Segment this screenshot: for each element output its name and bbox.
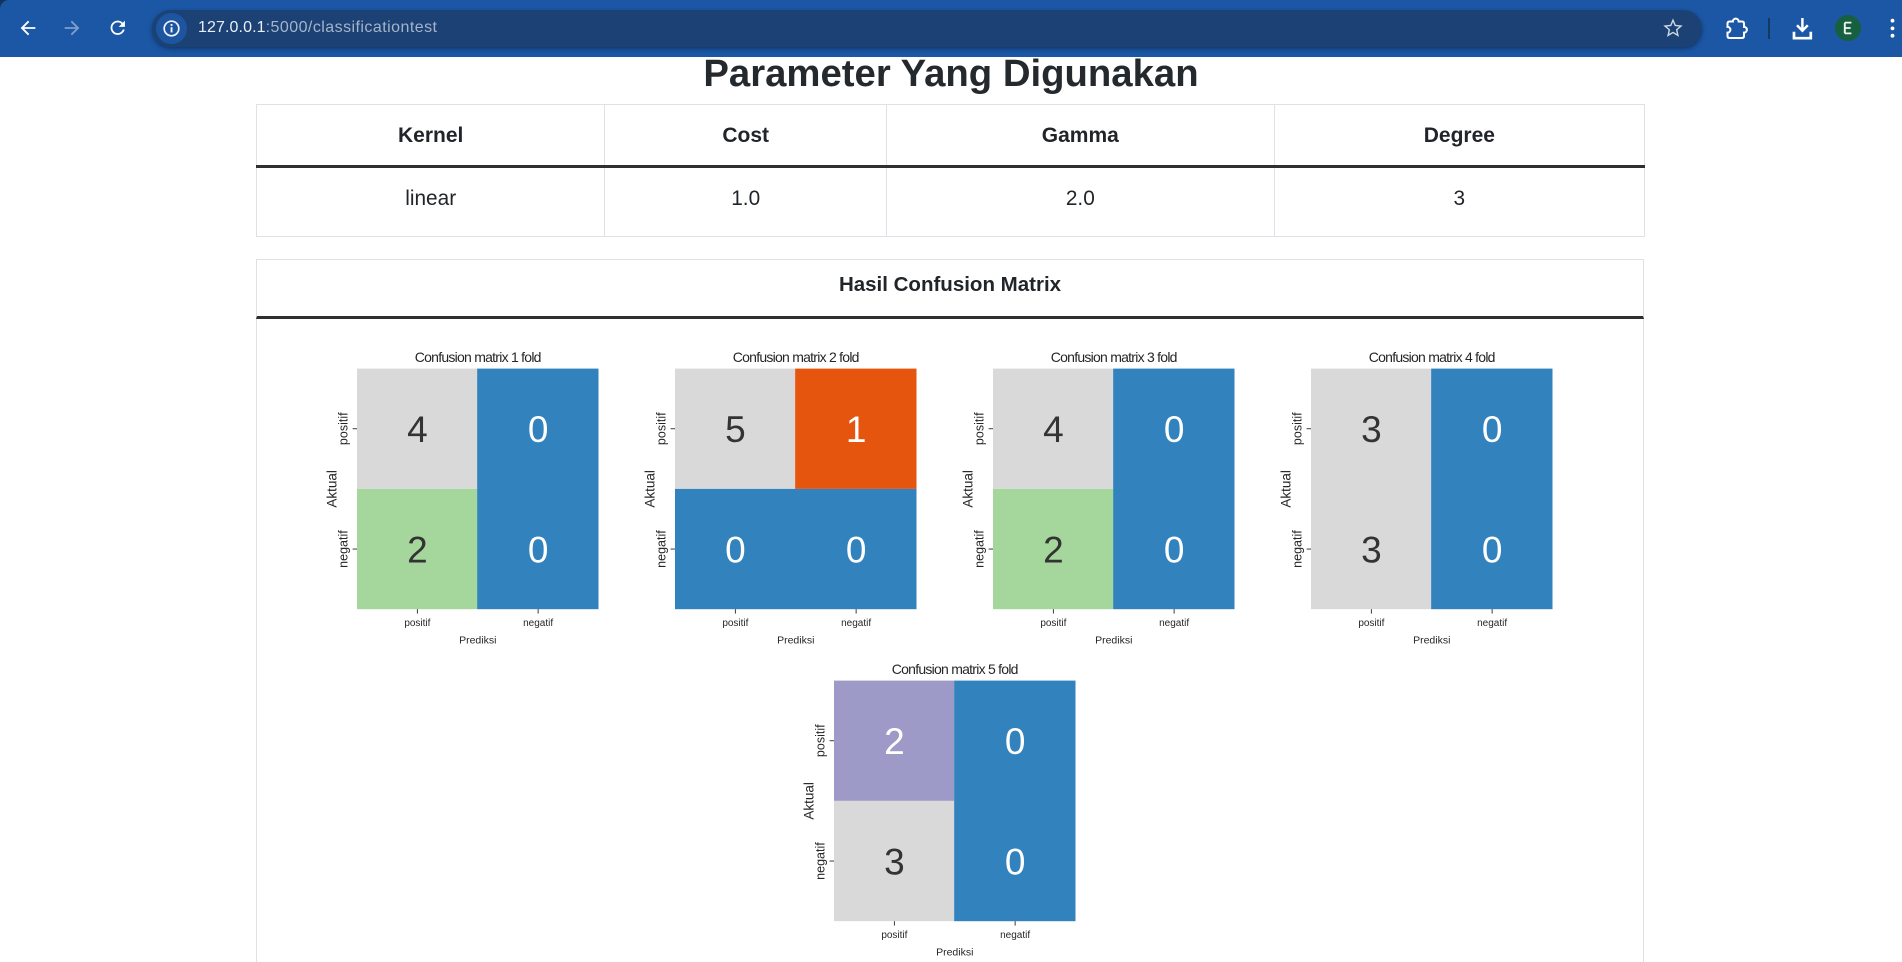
svg-text:positif: positif: [337, 412, 351, 445]
svg-text:Aktual: Aktual: [325, 470, 340, 508]
svg-text:2: 2: [1043, 529, 1064, 570]
svg-text:positif: positif: [1291, 412, 1305, 445]
svg-text:negatif: negatif: [655, 530, 669, 568]
svg-text:2: 2: [407, 529, 428, 570]
svg-text:Confusion matrix 1 fold: Confusion matrix 1 fold: [415, 349, 541, 365]
svg-text:2: 2: [884, 721, 905, 762]
svg-text:negatif: negatif: [337, 530, 351, 568]
svg-text:negatif: negatif: [1159, 618, 1189, 629]
svg-text:Confusion matrix 5 fold: Confusion matrix 5 fold: [892, 661, 1018, 677]
svg-text:positif: positif: [655, 412, 669, 445]
svg-text:positif: positif: [1358, 618, 1384, 629]
svg-text:Prediksi: Prediksi: [936, 947, 973, 959]
svg-text:negatif: negatif: [523, 618, 553, 629]
svg-text:positif: positif: [973, 412, 987, 445]
svg-text:negatif: negatif: [973, 530, 987, 568]
svg-text:0: 0: [1482, 409, 1503, 450]
svg-text:0: 0: [528, 409, 549, 450]
svg-text:positif: positif: [722, 618, 748, 629]
svg-text:Confusion matrix 3 fold: Confusion matrix 3 fold: [1051, 349, 1177, 365]
svg-text:negatif: negatif: [1291, 530, 1305, 568]
svg-text:0: 0: [846, 529, 867, 570]
svg-text:Aktual: Aktual: [961, 470, 976, 508]
svg-text:negatif: negatif: [1477, 618, 1507, 629]
svg-text:Prediksi: Prediksi: [459, 634, 496, 646]
svg-text:3: 3: [1361, 529, 1382, 570]
svg-text:negatif: negatif: [841, 618, 871, 629]
svg-text:Confusion matrix 4 fold: Confusion matrix 4 fold: [1369, 349, 1495, 365]
svg-text:4: 4: [407, 409, 428, 450]
svg-text:Prediksi: Prediksi: [777, 634, 814, 646]
svg-text:5: 5: [725, 409, 746, 450]
svg-text:0: 0: [1005, 721, 1026, 762]
svg-text:4: 4: [1043, 409, 1064, 450]
svg-text:positif: positif: [882, 930, 908, 941]
svg-text:positif: positif: [404, 618, 430, 629]
svg-text:positif: positif: [814, 724, 828, 757]
svg-text:Confusion matrix 2 fold: Confusion matrix 2 fold: [733, 349, 859, 365]
svg-text:Prediksi: Prediksi: [1095, 634, 1132, 646]
svg-text:3: 3: [1361, 409, 1382, 450]
svg-text:Aktual: Aktual: [802, 782, 817, 820]
svg-text:negatif: negatif: [814, 842, 828, 880]
svg-text:0: 0: [1005, 842, 1026, 883]
svg-text:Aktual: Aktual: [643, 470, 658, 508]
svg-text:positif: positif: [1040, 618, 1066, 629]
svg-text:Aktual: Aktual: [1279, 470, 1294, 508]
svg-text:0: 0: [528, 529, 549, 570]
svg-text:3: 3: [884, 842, 905, 883]
svg-text:negatif: negatif: [1000, 930, 1030, 941]
svg-text:Prediksi: Prediksi: [1413, 634, 1450, 646]
svg-text:0: 0: [1482, 529, 1503, 570]
svg-text:0: 0: [1164, 409, 1185, 450]
svg-text:0: 0: [1164, 529, 1185, 570]
svg-text:1: 1: [846, 409, 867, 450]
svg-text:0: 0: [725, 529, 746, 570]
